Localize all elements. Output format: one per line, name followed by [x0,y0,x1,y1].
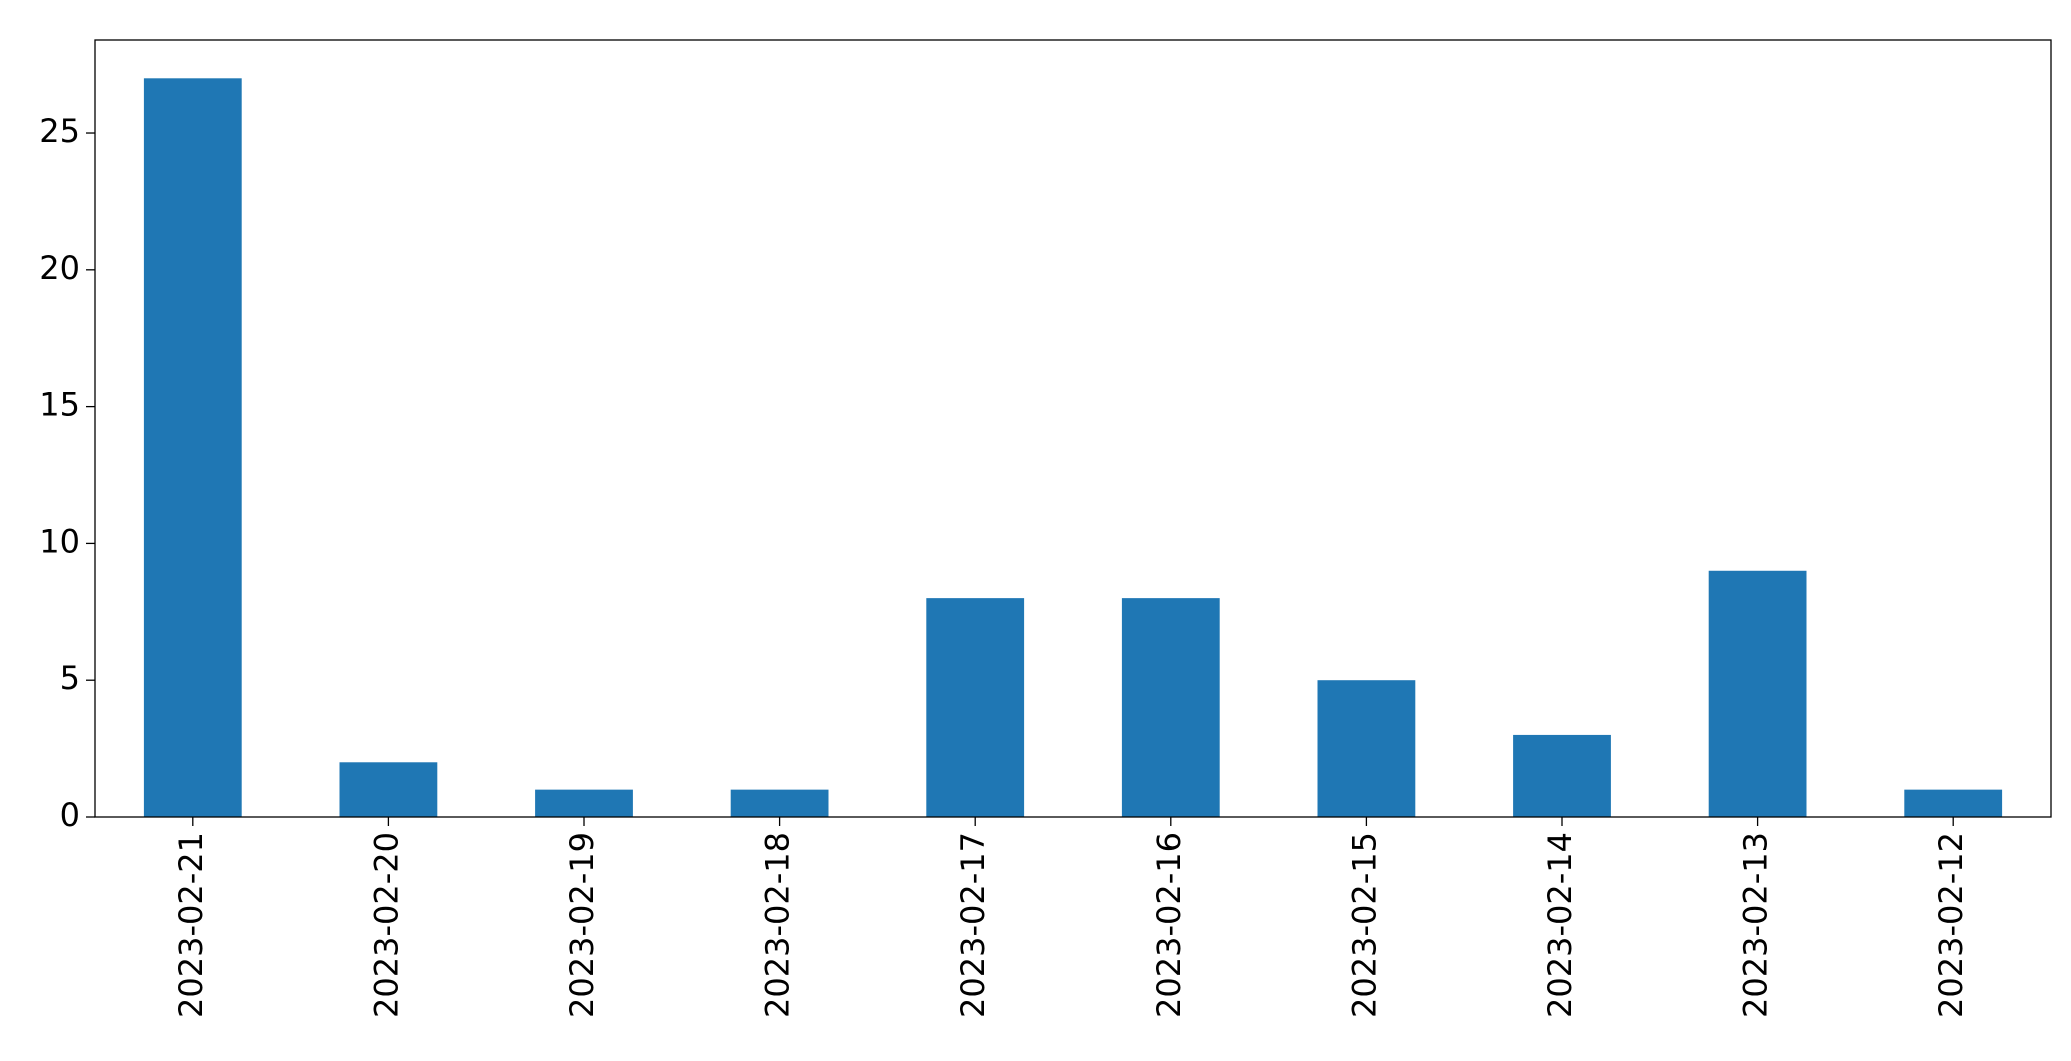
x-tick-label: 2023-02-14 [1541,832,1579,1018]
y-tick-label: 0 [60,796,80,834]
bar [143,78,242,818]
x-tick-label: 2023-02-20 [367,832,405,1018]
x-tick-label: 2023-02-17 [954,832,992,1018]
y-tick-label: 20 [39,249,80,287]
bar [339,762,438,817]
y-tick-label: 15 [39,386,80,424]
bar [1708,570,1807,817]
bar [1121,598,1220,817]
x-tick-label: 2023-02-13 [1737,832,1775,1018]
bar [1513,734,1611,817]
x-tick-label: 2023-02-12 [1932,832,1970,1018]
y-tick-label: 5 [60,659,80,697]
bar [535,789,633,817]
x-tick-label: 2023-02-18 [759,832,797,1018]
x-tick-label: 2023-02-16 [1150,832,1188,1018]
x-tick-label: 2023-02-19 [563,832,601,1018]
y-tick-label: 10 [39,522,80,560]
x-tick-label: 2023-02-21 [172,832,210,1018]
bar [926,598,1025,817]
plot-frame [94,39,2052,818]
x-tick-label: 2023-02-15 [1345,832,1383,1018]
bar [730,789,829,817]
bar [1317,680,1416,817]
y-tick-label: 25 [39,112,80,150]
bar [1904,789,2003,817]
